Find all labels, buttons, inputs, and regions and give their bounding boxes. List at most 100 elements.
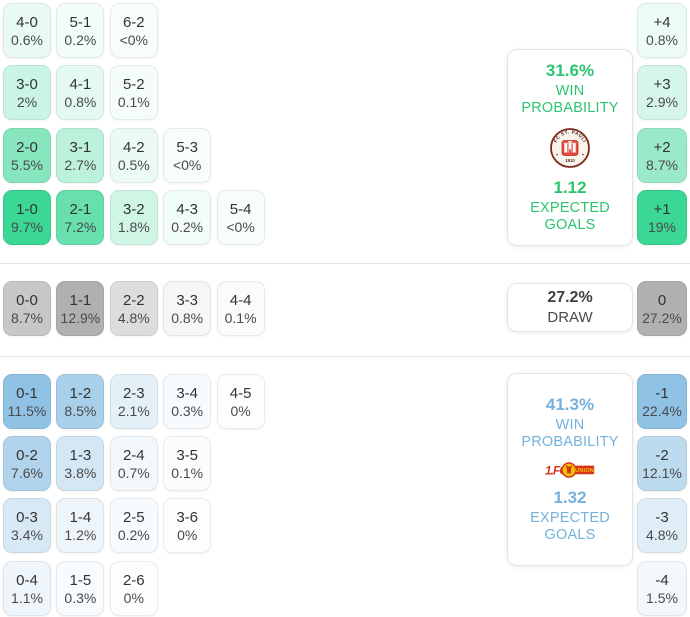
margin-cell-minus4: -4 1.5% [637, 561, 687, 616]
cell-percentage: 0.2% [117, 526, 150, 543]
cell-score: 4-0 [16, 13, 38, 31]
score-cell-0-4: 0-4 1.1% [3, 561, 51, 616]
away-win-probability-label: WIN PROBABILITY [521, 417, 618, 451]
win-label-line1: WIN [555, 417, 585, 434]
cell-percentage: 11.5% [7, 402, 47, 419]
cell-percentage: 0.5% [117, 156, 150, 173]
draw-label: DRAW [547, 309, 593, 327]
cell-percentage: 27.2% [642, 309, 682, 326]
score-cell-4-5: 4-5 0% [216, 374, 265, 429]
cell-score: +3 [653, 75, 671, 93]
cell-score: +2 [653, 138, 671, 156]
margin-cell-minus2: -2 12.1% [637, 436, 687, 491]
cell-percentage: 0% [230, 402, 251, 419]
cell-percentage: 8.5% [64, 402, 97, 419]
home-expected-goals-label: EXPECTED GOALS [530, 200, 610, 234]
cell-score: -3 [655, 508, 669, 526]
cell-percentage: <0% [119, 31, 148, 48]
cell-score: 5-4 [229, 200, 252, 218]
score-cell-1-0: 1-0 9.7% [3, 190, 51, 245]
cell-percentage: 0% [123, 589, 144, 606]
home-win-panel: 31.6% WIN PROBABILITY FC ST. PAULI [507, 49, 633, 246]
score-cell-3-5: 3-5 0.1% [163, 436, 212, 491]
margin-cell-plus1: +1 19% [637, 190, 687, 245]
score-cell-1-4: 1-4 1.2% [56, 498, 105, 553]
cell-score: 0 [657, 291, 667, 309]
score-cell-6-2: 6-2 <0% [109, 3, 158, 58]
away-expected-goals-value: 1.32 [553, 487, 587, 507]
score-cell-4-2: 4-2 0.5% [109, 128, 158, 183]
score-cell-4-3: 4-3 0.2% [163, 190, 212, 245]
cell-percentage: 8.7% [11, 309, 43, 326]
draw-probability-value: 27.2% [547, 288, 593, 306]
cell-score: 2-5 [122, 508, 145, 526]
score-cell-1-2: 1-2 8.5% [56, 374, 105, 429]
score-cell-2-0: 2-0 5.5% [3, 128, 51, 183]
cell-percentage: 0.6% [11, 31, 43, 48]
cell-score: 0-4 [16, 571, 38, 589]
st-pauli-logo: FC ST. PAULI 1910 [549, 127, 591, 169]
cell-percentage: 1.1% [11, 589, 43, 606]
cell-percentage: 5.5% [11, 156, 43, 173]
cell-score: 3-3 [176, 291, 199, 309]
away-expected-goals-label: EXPECTED GOALS [530, 510, 610, 544]
cell-score: 0-0 [16, 291, 38, 309]
union-berlin-logo: 1.FC UNION [545, 461, 595, 479]
score-cell-2-3: 2-3 2.1% [109, 374, 158, 429]
cell-score: 4-3 [176, 200, 199, 218]
expected-label-line1: EXPECTED [530, 510, 610, 527]
cell-percentage: 12.1% [642, 464, 682, 481]
score-cell-0-3: 0-3 3.4% [3, 498, 51, 553]
score-cell-1-3: 1-3 3.8% [56, 436, 105, 491]
score-cell-2-4: 2-4 0.7% [109, 436, 158, 491]
cell-score: 3-1 [69, 138, 92, 156]
cell-score: 5-3 [176, 138, 199, 156]
margin-cell-0: 0 27.2% [637, 281, 687, 336]
cell-percentage: 22.4% [642, 402, 682, 419]
margin-cell-minus3: -3 4.8% [637, 498, 687, 553]
cell-percentage: 9.7% [11, 218, 43, 235]
score-cell-0-1: 0-1 11.5% [3, 374, 51, 429]
cell-percentage: 0.7% [117, 464, 150, 481]
cell-percentage: 12.9% [60, 309, 101, 326]
cell-score: 0-2 [16, 446, 38, 464]
cell-percentage: 0.8% [64, 93, 97, 110]
cell-score: -4 [655, 571, 669, 589]
cell-score: 3-5 [176, 446, 199, 464]
cell-score: 1-0 [16, 200, 38, 218]
cell-score: -2 [655, 446, 669, 464]
cell-score: 5-1 [69, 13, 92, 31]
cell-percentage: <0% [172, 156, 202, 173]
cell-score: 2-2 [122, 291, 145, 309]
away-win-panel: 41.3% WIN PROBABILITY 1.FC UNION 1.32 EX… [507, 373, 633, 566]
score-cell-1-1: 1-1 12.9% [56, 281, 105, 336]
cell-percentage: 1.2% [64, 526, 97, 543]
cell-percentage: 3.8% [64, 464, 97, 481]
cell-score: 2-3 [122, 384, 145, 402]
cell-percentage: 2.7% [64, 156, 97, 173]
score-cell-2-2: 2-2 4.8% [109, 281, 158, 336]
cell-percentage: 1.5% [646, 589, 678, 606]
score-cell-3-1: 3-1 2.7% [56, 128, 105, 183]
cell-score: 1-3 [69, 446, 92, 464]
score-cell-3-2: 3-2 1.8% [109, 190, 158, 245]
score-cell-1-5: 1-5 0.3% [56, 561, 105, 616]
cell-percentage: 8.7% [646, 156, 678, 173]
score-cell-4-4: 4-4 0.1% [216, 281, 265, 336]
cell-score: 6-2 [122, 13, 145, 31]
cell-percentage: 0.3% [171, 402, 204, 419]
cell-percentage: 0.8% [171, 309, 204, 326]
score-cell-3-0: 3-0 2% [3, 65, 51, 120]
expected-label-line2: GOALS [544, 217, 596, 234]
home-win-probability-label: WIN PROBABILITY [521, 83, 618, 117]
cell-percentage: 4.8% [117, 309, 150, 326]
cell-score: 4-5 [229, 384, 252, 402]
cell-percentage: 7.2% [64, 218, 97, 235]
win-label-line2: PROBABILITY [521, 100, 619, 117]
cell-score: 0-1 [16, 384, 38, 402]
cell-score: 3-6 [176, 508, 199, 526]
margin-cell-plus3: +3 2.9% [637, 65, 687, 120]
draw-panel: 27.2% DRAW [507, 283, 633, 332]
cell-percentage: 0.3% [64, 589, 97, 606]
